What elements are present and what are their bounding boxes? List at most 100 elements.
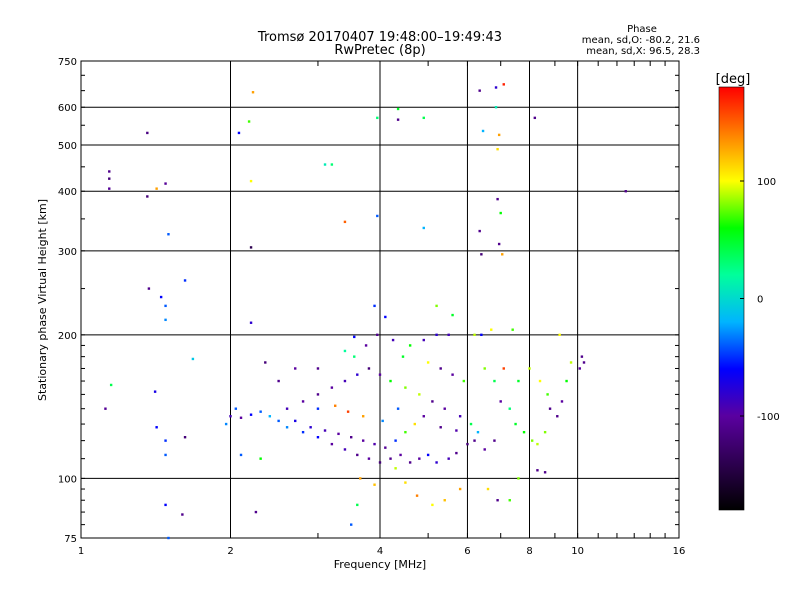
data-point <box>259 410 262 413</box>
data-point <box>384 315 387 319</box>
data-point <box>356 453 359 457</box>
data-point <box>391 338 395 342</box>
data-point <box>435 304 438 308</box>
data-point <box>268 415 272 418</box>
data-point <box>361 415 365 418</box>
data-point <box>404 430 407 434</box>
data-point <box>499 211 502 215</box>
data-point <box>451 373 454 376</box>
data-point <box>346 410 350 413</box>
data-point <box>334 404 337 407</box>
data-point <box>389 457 392 460</box>
data-point <box>473 439 476 442</box>
data-point <box>108 177 111 180</box>
data-point <box>164 182 167 185</box>
x-tick-label: 10 <box>571 546 584 557</box>
data-point <box>349 523 353 526</box>
data-point <box>443 407 446 410</box>
data-point <box>159 295 163 299</box>
data-point <box>277 379 280 383</box>
y-tick-label: 600 <box>58 103 77 114</box>
data-point <box>191 357 195 361</box>
data-point <box>364 344 368 347</box>
data-point <box>237 131 241 135</box>
data-point <box>359 477 362 480</box>
data-point <box>569 361 573 364</box>
data-point <box>367 457 371 460</box>
y-tick-label: 500 <box>58 141 77 152</box>
data-point <box>285 407 289 410</box>
data-point <box>239 453 243 457</box>
data-point <box>323 429 327 432</box>
data-point <box>431 400 434 403</box>
data-point <box>496 197 499 201</box>
data-point <box>356 503 359 507</box>
data-point <box>548 407 552 410</box>
data-point <box>330 163 334 166</box>
data-point <box>396 407 400 410</box>
data-point <box>108 170 111 173</box>
y-tick-label: 750 <box>58 57 77 68</box>
data-point <box>480 333 483 337</box>
data-point <box>580 355 584 358</box>
data-point <box>164 439 167 442</box>
data-point <box>455 429 458 432</box>
x-tick-label: 4 <box>377 546 383 557</box>
data-point <box>389 379 392 383</box>
data-point <box>259 457 262 460</box>
data-point <box>353 335 356 339</box>
data-point <box>183 436 187 439</box>
data-point <box>578 367 581 370</box>
data-point <box>496 147 499 151</box>
data-point <box>108 187 111 190</box>
data-point <box>239 416 243 419</box>
data-point <box>373 442 376 446</box>
data-point <box>247 120 251 123</box>
data-point <box>155 426 158 429</box>
data-point <box>394 467 397 470</box>
colorbar-unit-label: [deg] <box>716 72 751 87</box>
data-point <box>294 367 297 370</box>
data-point <box>543 430 547 434</box>
data-point <box>249 246 253 249</box>
data-point <box>426 453 430 457</box>
axes: 1 2 4 6 8 10 16 75 100 200 300 400 500 600 750 <box>58 57 685 557</box>
data-point <box>546 393 549 396</box>
data-point <box>373 483 376 486</box>
data-point <box>439 426 442 429</box>
data-point <box>493 439 496 442</box>
data-point <box>155 187 158 190</box>
data-point <box>104 407 107 410</box>
data-point <box>294 419 297 423</box>
data-point <box>530 439 534 442</box>
chart-subtitle: RwPretec (8p) <box>334 43 425 58</box>
chart-title: Tromsø 20170407 19:48:00–19:49:43 <box>257 30 502 45</box>
data-point <box>522 430 526 434</box>
data-point <box>458 415 462 418</box>
data-point <box>399 453 402 457</box>
data-point <box>478 89 481 92</box>
data-point <box>497 242 501 246</box>
data-point <box>473 333 476 337</box>
data-point <box>494 86 498 89</box>
data-point <box>481 129 485 133</box>
data-point <box>316 407 320 410</box>
data-point <box>528 367 531 370</box>
data-point <box>422 116 425 120</box>
phase-stat-x: mean, sd,X: 96.5, 28.3 <box>586 46 700 57</box>
data-point <box>517 379 520 383</box>
data-point <box>301 430 305 434</box>
data-point <box>478 229 481 233</box>
x-axis-label: Frequency [MHz] <box>334 558 426 571</box>
data-point <box>109 383 113 387</box>
data-point <box>254 510 258 514</box>
data-point <box>381 419 384 423</box>
data-point <box>502 367 505 370</box>
data-point <box>511 328 514 331</box>
x-tick-label: 1 <box>78 546 84 557</box>
data-point <box>565 379 568 383</box>
data-point <box>183 279 187 282</box>
data-point <box>343 349 347 353</box>
data-point <box>164 453 167 457</box>
